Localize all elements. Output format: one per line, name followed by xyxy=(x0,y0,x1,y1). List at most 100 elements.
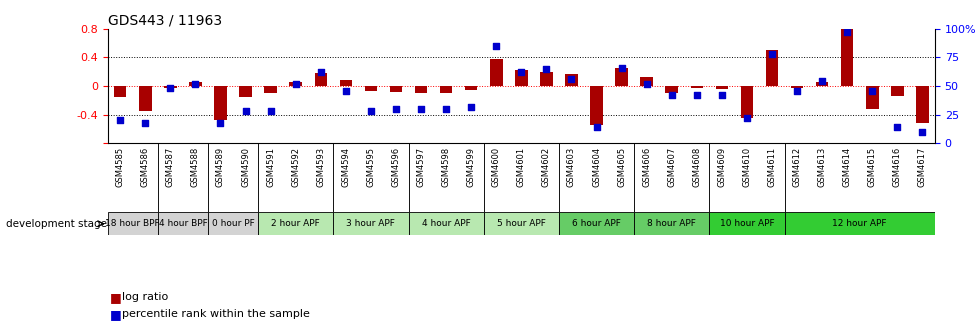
Point xyxy=(387,106,403,112)
Bar xyxy=(489,59,502,86)
Point xyxy=(588,125,603,130)
Point xyxy=(488,43,504,48)
Text: GSM4591: GSM4591 xyxy=(266,147,275,187)
Text: GSM4594: GSM4594 xyxy=(341,147,350,187)
Text: GSM4602: GSM4602 xyxy=(542,147,551,187)
Bar xyxy=(590,86,602,125)
Bar xyxy=(108,212,157,235)
Point xyxy=(689,92,704,98)
Text: GSM4607: GSM4607 xyxy=(667,147,676,187)
Point xyxy=(212,120,228,125)
Text: 0 hour PF: 0 hour PF xyxy=(211,219,254,228)
Text: GSM4617: GSM4617 xyxy=(917,147,926,187)
Text: GSM4597: GSM4597 xyxy=(416,147,425,187)
Text: development stage: development stage xyxy=(6,219,107,229)
Point xyxy=(238,109,253,114)
Text: GSM4596: GSM4596 xyxy=(391,147,400,187)
Bar xyxy=(139,86,152,111)
Text: 5 hour APF: 5 hour APF xyxy=(497,219,545,228)
Point xyxy=(512,70,528,75)
Bar xyxy=(866,86,877,109)
Bar xyxy=(740,86,752,118)
Bar xyxy=(890,86,903,96)
Point xyxy=(438,106,454,112)
Bar xyxy=(189,82,201,86)
Text: GSM4605: GSM4605 xyxy=(616,147,626,187)
Bar xyxy=(164,86,176,88)
Text: 3 hour APF: 3 hour APF xyxy=(346,219,395,228)
Bar xyxy=(289,82,301,86)
Point xyxy=(112,118,128,123)
Point xyxy=(738,116,754,121)
Bar xyxy=(113,86,126,97)
Text: GSM4586: GSM4586 xyxy=(141,147,150,187)
Text: GSM4608: GSM4608 xyxy=(691,147,700,187)
Point xyxy=(889,125,905,130)
Point xyxy=(363,109,378,114)
Bar xyxy=(790,86,803,88)
Point xyxy=(713,92,729,98)
Text: ■: ■ xyxy=(110,308,121,321)
Bar xyxy=(483,212,558,235)
Bar xyxy=(239,86,251,97)
Text: 4 hour BPF: 4 hour BPF xyxy=(158,219,207,228)
Text: GSM4603: GSM4603 xyxy=(566,147,575,187)
Point xyxy=(563,76,579,82)
Bar xyxy=(258,212,333,235)
Text: GSM4601: GSM4601 xyxy=(516,147,525,187)
Bar xyxy=(264,86,277,93)
Point xyxy=(613,65,629,70)
Point xyxy=(913,129,929,134)
Text: GSM4585: GSM4585 xyxy=(115,147,124,187)
Bar xyxy=(207,212,258,235)
Bar xyxy=(840,27,853,86)
Point xyxy=(639,81,654,86)
Text: GSM4595: GSM4595 xyxy=(366,147,375,187)
Text: GSM4614: GSM4614 xyxy=(842,147,851,187)
Bar xyxy=(564,75,577,86)
Bar xyxy=(389,86,402,92)
Point xyxy=(288,81,303,86)
Point xyxy=(538,66,554,72)
Text: GSM4611: GSM4611 xyxy=(767,147,776,187)
Bar xyxy=(765,50,778,86)
Bar xyxy=(915,86,928,123)
Bar xyxy=(709,212,783,235)
Bar xyxy=(157,212,207,235)
Text: GSM4613: GSM4613 xyxy=(817,147,825,187)
Text: GSM4610: GSM4610 xyxy=(741,147,751,187)
Text: GSM4600: GSM4600 xyxy=(491,147,500,187)
Point xyxy=(814,79,829,84)
Bar xyxy=(415,86,426,93)
Text: GSM4609: GSM4609 xyxy=(717,147,726,187)
Text: GSM4587: GSM4587 xyxy=(165,147,175,187)
Bar xyxy=(439,86,452,93)
Text: GDS443 / 11963: GDS443 / 11963 xyxy=(108,13,222,28)
Text: GSM4616: GSM4616 xyxy=(892,147,901,187)
Text: GSM4615: GSM4615 xyxy=(867,147,876,187)
Text: ■: ■ xyxy=(110,291,121,304)
Bar xyxy=(314,73,327,86)
Bar xyxy=(339,80,352,86)
Bar xyxy=(815,82,827,86)
Text: 2 hour APF: 2 hour APF xyxy=(271,219,320,228)
Text: GSM4598: GSM4598 xyxy=(441,147,450,187)
Text: GSM4592: GSM4592 xyxy=(290,147,300,187)
Text: GSM4588: GSM4588 xyxy=(191,147,200,187)
Text: 10 hour APF: 10 hour APF xyxy=(719,219,774,228)
Bar xyxy=(408,212,483,235)
Bar xyxy=(615,68,627,86)
Bar xyxy=(514,70,527,86)
Bar xyxy=(689,86,702,88)
Point xyxy=(764,51,779,56)
Bar xyxy=(715,86,728,89)
Bar xyxy=(665,86,678,93)
Text: GSM4599: GSM4599 xyxy=(467,147,475,187)
Text: GSM4612: GSM4612 xyxy=(792,147,801,187)
Text: GSM4606: GSM4606 xyxy=(642,147,650,187)
Bar xyxy=(540,72,553,86)
Point xyxy=(162,86,178,91)
Text: 8 hour APF: 8 hour APF xyxy=(646,219,695,228)
Point xyxy=(137,120,153,125)
Point xyxy=(788,88,804,93)
